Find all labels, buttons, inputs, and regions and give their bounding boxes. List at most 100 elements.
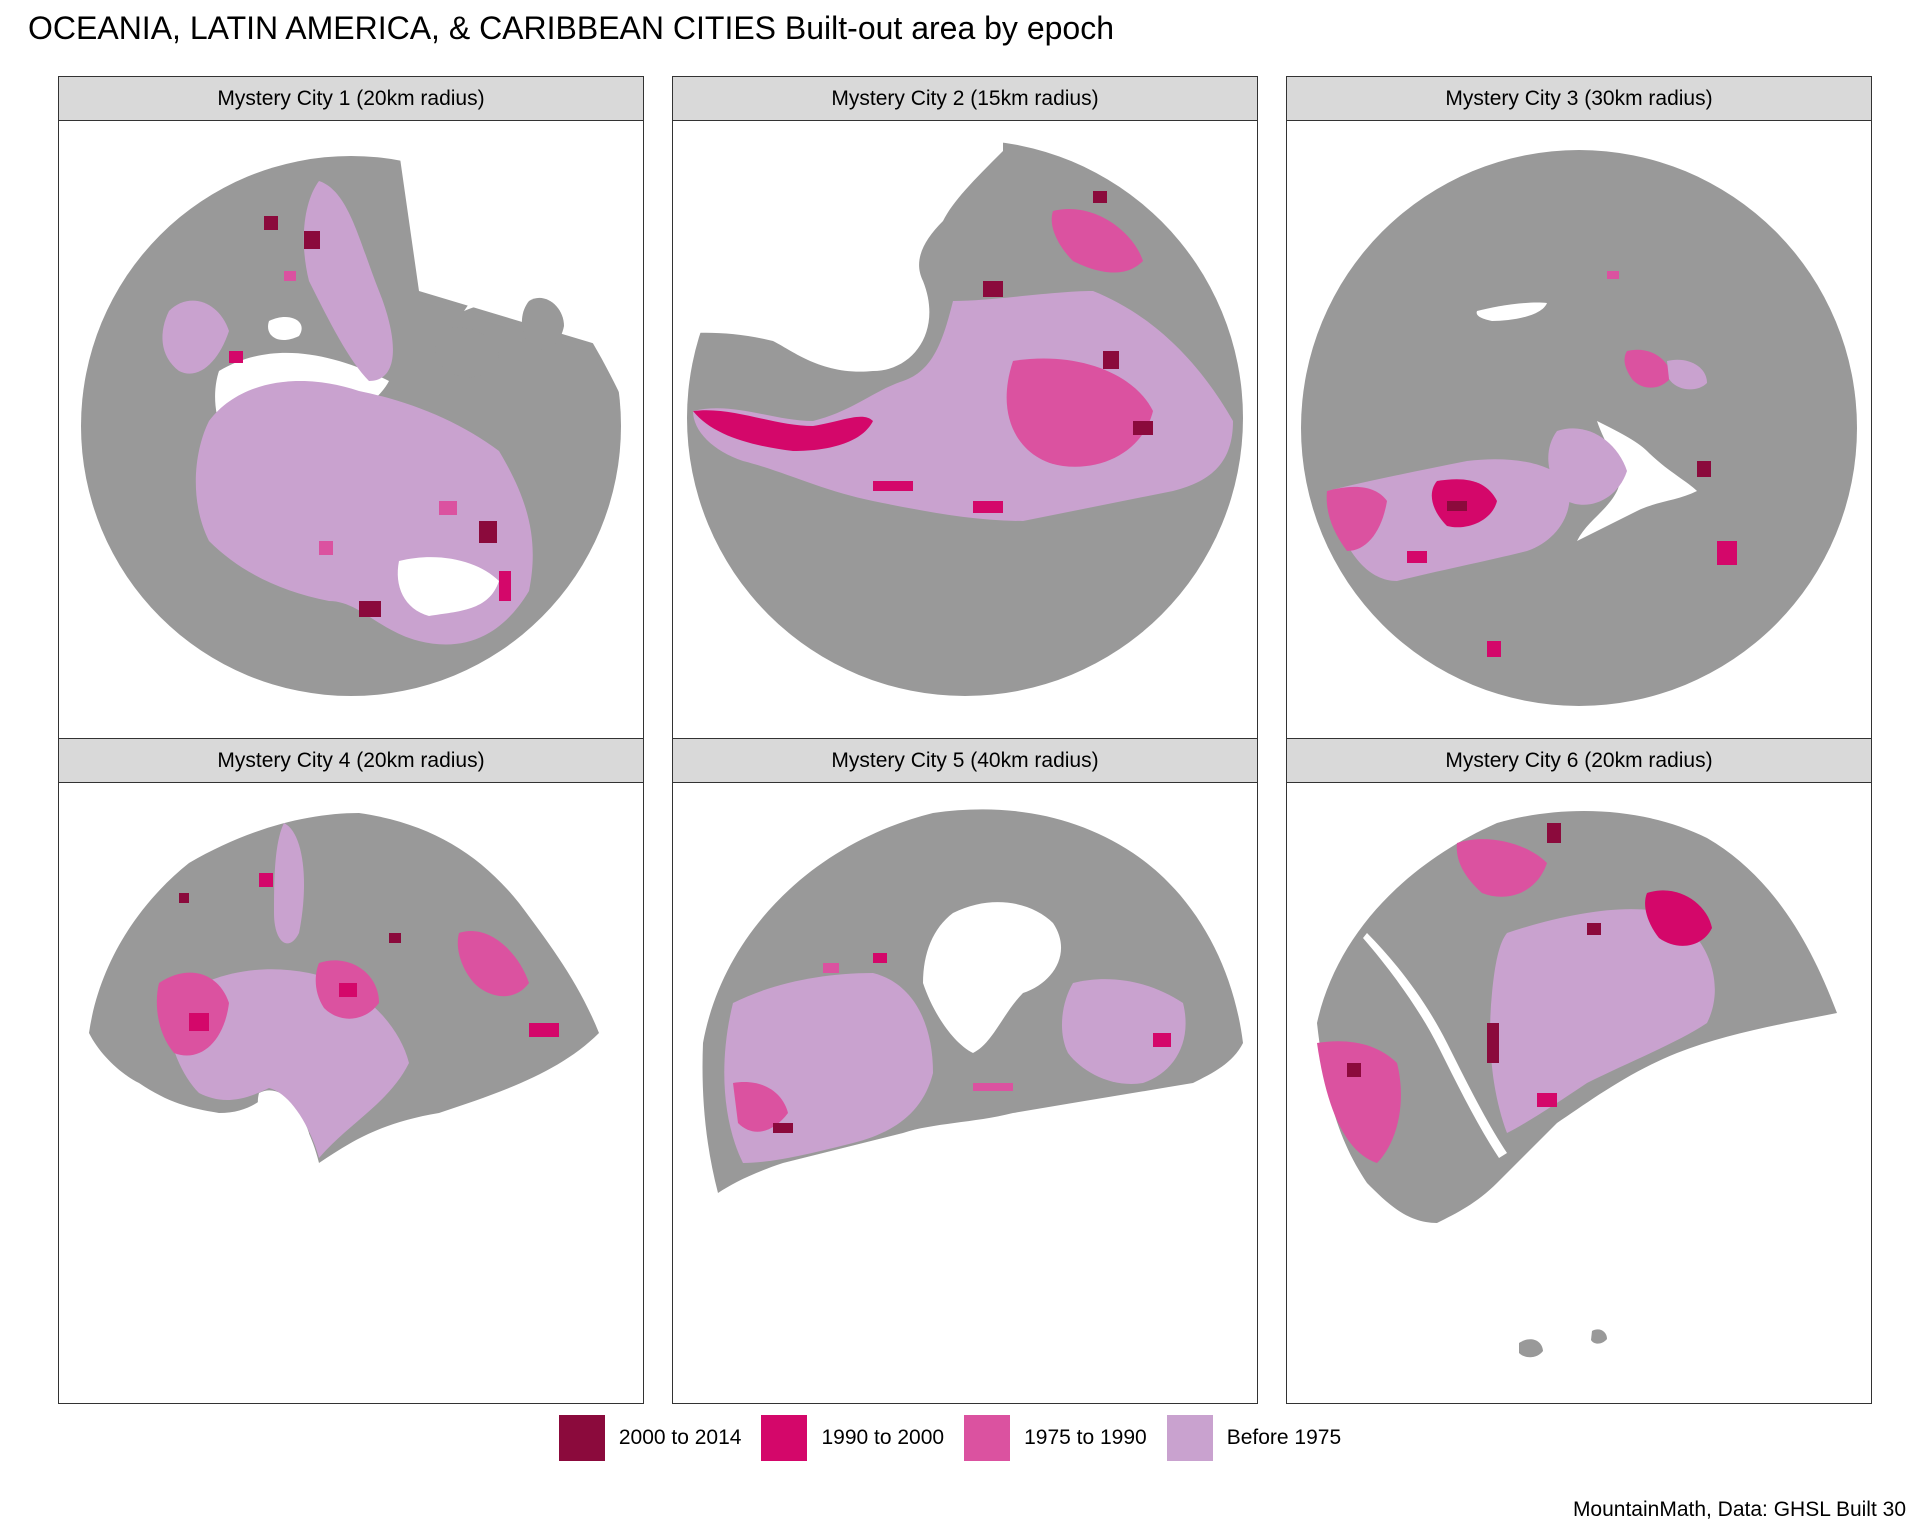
water-body (268, 316, 302, 341)
built-patch (1587, 923, 1601, 935)
map-city-1 (81, 121, 643, 696)
built-patch (1133, 421, 1153, 435)
built-patch (1537, 1093, 1557, 1107)
built-patch (1547, 823, 1561, 843)
built-patch (529, 1023, 559, 1037)
built-patch (823, 963, 839, 973)
built-patch (319, 541, 333, 555)
water-body (1363, 933, 1507, 1158)
map-city-6 (1317, 811, 1837, 1358)
built-area (1317, 1041, 1401, 1163)
built-patch (304, 231, 320, 249)
water-body (397, 557, 499, 616)
source-caption: MountainMath, Data: GHSL Built 30 (1572, 1498, 1906, 1521)
land-area (1301, 150, 1857, 706)
map-plot (672, 782, 1258, 1404)
water-body (673, 121, 1003, 372)
panel-city-2: Mystery City 2 (15km radius) (672, 76, 1258, 742)
legend-label: 2000 to 2014 (618, 1426, 742, 1449)
built-area (724, 973, 933, 1163)
built-patch (389, 933, 401, 943)
panel-strip: Mystery City 2 (15km radius) (672, 76, 1258, 121)
legend-swatch (558, 1415, 605, 1461)
legend-item-2000-2014: 2000 to 2014 (558, 1415, 742, 1461)
built-patch (1487, 641, 1501, 657)
built-area (303, 181, 393, 381)
built-area (1624, 349, 1672, 388)
built-area (1548, 428, 1627, 505)
map-city-2 (673, 121, 1243, 696)
built-area (1667, 359, 1707, 390)
panel-strip: Mystery City 1 (20km radius) (58, 76, 644, 121)
legend-label: Before 1975 (1226, 1426, 1342, 1449)
panel-city-5: Mystery City 5 (40km radius) (672, 738, 1258, 1404)
built-patch (1697, 461, 1711, 477)
built-patch (264, 216, 278, 230)
map-plot (58, 120, 644, 742)
legend-swatch (1166, 1415, 1213, 1461)
built-area (1456, 839, 1547, 897)
chart-title: OCEANIA, LATIN AMERICA, & CARIBBEAN CITI… (28, 10, 1114, 46)
panel-strip: Mystery City 4 (20km radius) (58, 738, 644, 783)
built-patch (189, 1013, 209, 1031)
legend-swatch (964, 1415, 1011, 1461)
built-area (693, 410, 873, 451)
built-patch (983, 281, 1003, 297)
legend: 2000 to 2014 1990 to 2000 1975 to 1990 B… (0, 1412, 1920, 1464)
built-patch (1487, 1023, 1499, 1063)
water-body (1476, 302, 1547, 321)
built-patch (773, 1123, 793, 1133)
island (435, 327, 499, 378)
built-patch (499, 571, 511, 601)
built-patch (1103, 351, 1119, 369)
built-area (1326, 486, 1387, 551)
built-patch (1153, 1033, 1171, 1047)
panel-city-6: Mystery City 6 (20km radius) (1286, 738, 1872, 1404)
built-area (733, 1082, 788, 1132)
panel-strip: Mystery City 5 (40km radius) (672, 738, 1258, 783)
panel-strip: Mystery City 3 (30km radius) (1286, 76, 1872, 121)
built-patch (1447, 501, 1467, 511)
built-area (1006, 358, 1153, 467)
built-patch (439, 501, 457, 515)
built-patch (1607, 271, 1619, 279)
panel-city-1: Mystery City 1 (20km radius) (58, 76, 644, 742)
panel-strip: Mystery City 6 (20km radius) (1286, 738, 1872, 783)
map-city-3 (1301, 150, 1857, 706)
built-patch (179, 893, 189, 903)
built-patch (284, 271, 296, 281)
built-patch (973, 1083, 1013, 1091)
built-patch (1347, 1063, 1361, 1077)
built-area (1645, 890, 1712, 946)
water-body (257, 1090, 309, 1146)
legend-swatch (761, 1415, 808, 1461)
panel-city-4: Mystery City 4 (20km radius) (58, 738, 644, 1404)
built-patch (873, 481, 913, 491)
map-city-5 (702, 809, 1243, 1193)
map-plot (1286, 782, 1872, 1404)
legend-item-before-1975: Before 1975 (1166, 1415, 1342, 1461)
legend-item-1990-2000: 1990 to 2000 (761, 1415, 944, 1461)
water-body (923, 902, 1062, 1053)
legend-item-1975-1990: 1975 to 1990 (964, 1415, 1147, 1461)
legend-label: 1975 to 1990 (1024, 1426, 1147, 1449)
island (1591, 1329, 1607, 1344)
built-patch (1717, 541, 1737, 565)
built-patch (973, 501, 1003, 513)
built-patch (1093, 191, 1107, 203)
built-area (1490, 909, 1715, 1133)
water-body (464, 121, 643, 445)
built-area (1061, 979, 1186, 1084)
water-body (1577, 421, 1697, 541)
built-area (1051, 209, 1143, 273)
built-patch (479, 521, 497, 543)
built-patch (339, 983, 357, 997)
built-area (162, 300, 229, 374)
island (1519, 1339, 1543, 1358)
map-plot (672, 120, 1258, 742)
legend-label: 1990 to 2000 (821, 1426, 945, 1449)
built-patch (873, 953, 887, 963)
built-patch (359, 601, 381, 617)
map-city-4 (89, 813, 599, 1163)
built-patch (1407, 551, 1427, 563)
